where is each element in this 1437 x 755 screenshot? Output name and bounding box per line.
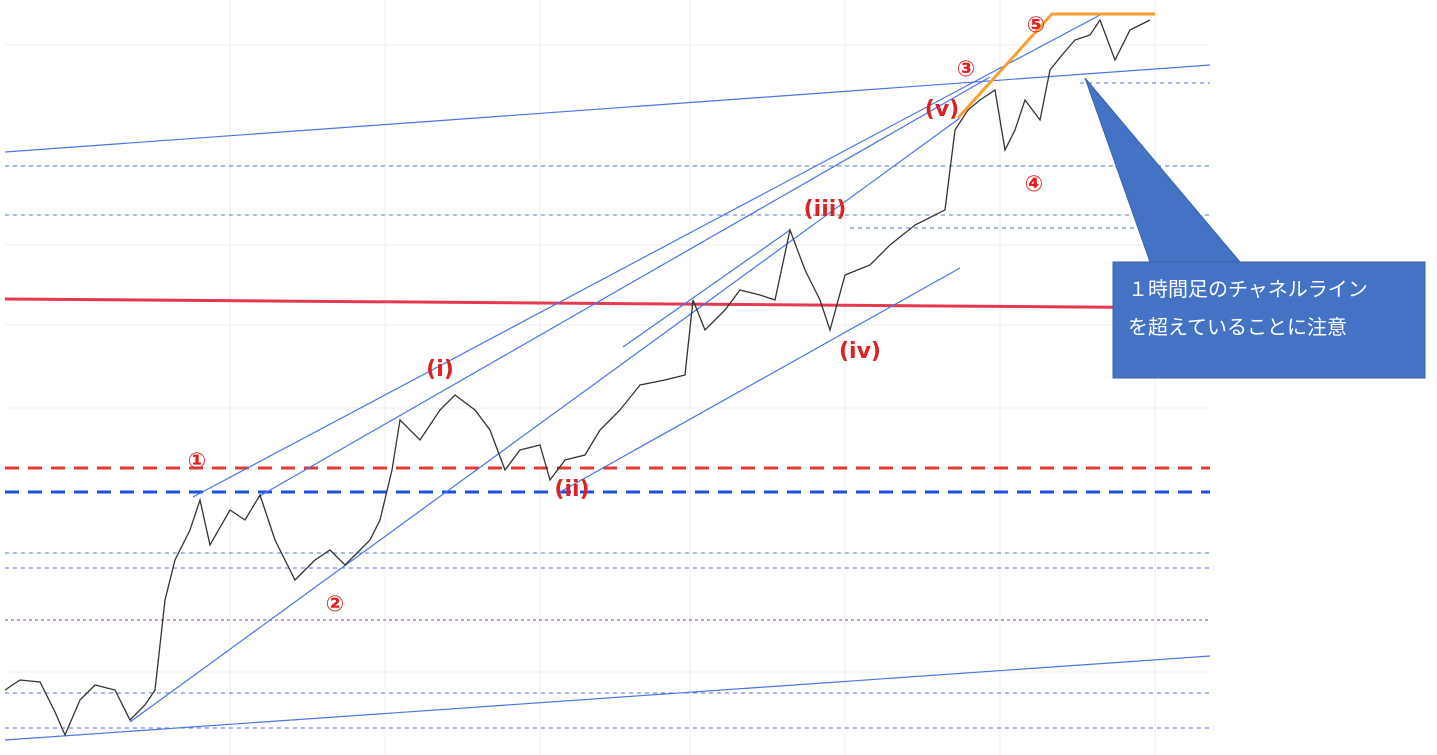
level-lines [5, 82, 1210, 729]
wave-label: ⑤ [1027, 13, 1046, 38]
wave5-line [956, 12, 1155, 120]
subwave-label: (iii) [804, 197, 847, 222]
price [4, 18, 1151, 737]
subwave-label: (iv) [839, 339, 881, 364]
callout-box [1112, 261, 1426, 379]
callout-text: １時間足のチャネルライン [1128, 277, 1368, 301]
wave-label: ② [326, 592, 345, 617]
wave-label: ④ [1025, 172, 1044, 197]
callout-pointer [1084, 77, 1242, 263]
callout-text: を超えていることに注意 [1128, 315, 1347, 339]
wave-label: ① [188, 449, 207, 474]
subwave-label: (ii) [554, 477, 589, 502]
channel-lines [4, 14, 1211, 741]
red-level [4, 297, 1211, 310]
wave-label: ③ [957, 57, 976, 82]
subwave-label: (i) [426, 357, 454, 382]
grid [5, 0, 1210, 755]
subwave-label: (v) [925, 97, 959, 122]
